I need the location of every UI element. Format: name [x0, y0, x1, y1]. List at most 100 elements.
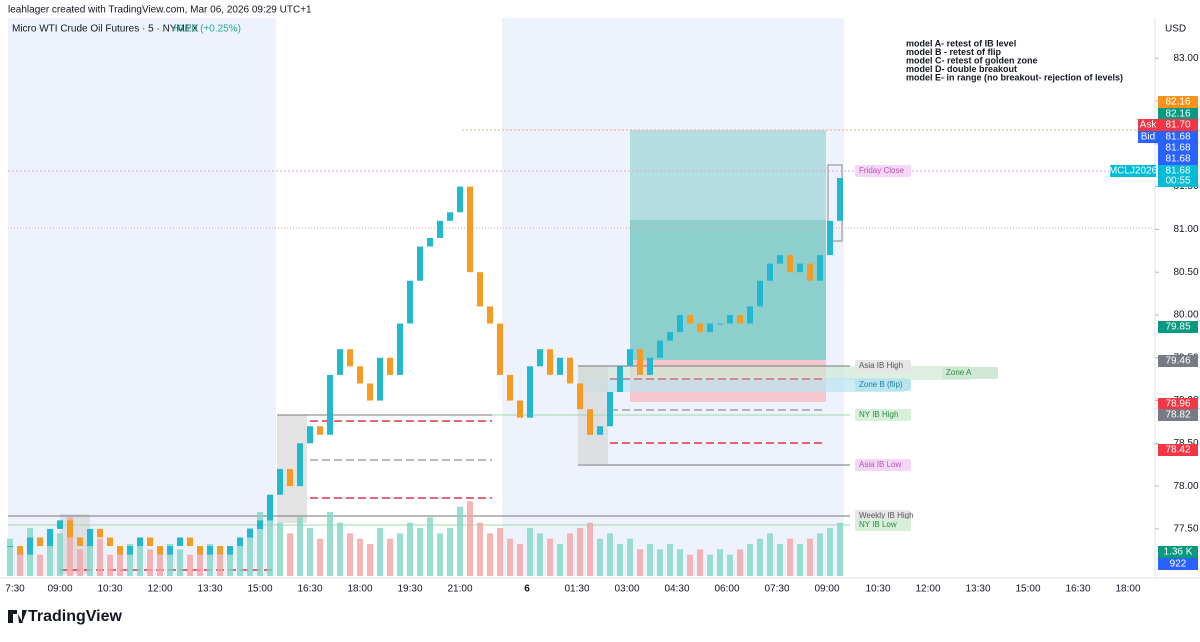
price-tag: 78.96 — [1165, 399, 1190, 410]
x-tick-label: 15:00 — [247, 584, 272, 595]
volume-bar — [477, 522, 483, 576]
candle — [607, 391, 613, 427]
candle — [517, 400, 523, 418]
x-tick-label: 01:30 — [564, 584, 589, 595]
candle — [817, 255, 823, 281]
volume-bar — [667, 544, 673, 576]
volume-bar — [267, 506, 273, 576]
volume-bar — [367, 544, 373, 576]
candle — [657, 340, 663, 358]
price-tag-bg — [1158, 546, 1198, 558]
x-tick-label: 09:00 — [814, 584, 839, 595]
candle — [187, 537, 193, 547]
candle — [367, 383, 373, 401]
brand: TradingView — [28, 608, 123, 625]
candle — [337, 349, 343, 375]
volume-bar — [277, 522, 283, 576]
x-tick-label: 10:30 — [865, 584, 890, 595]
volume-bar — [337, 522, 343, 576]
price-tag-bg — [1158, 131, 1198, 143]
candle — [647, 357, 653, 375]
candle — [637, 349, 643, 375]
volume-bar — [637, 549, 643, 576]
candle — [127, 546, 133, 555]
candle — [737, 314, 743, 324]
volume-bar — [587, 522, 593, 576]
level-label: Asia IB High — [859, 361, 903, 370]
volume-bar — [87, 544, 93, 576]
candle — [217, 546, 223, 555]
candle — [147, 537, 153, 547]
level-label-bg — [855, 459, 911, 471]
x-tick-label: 10:30 — [97, 584, 122, 595]
note: model E- in range (no breakout- rejectio… — [906, 72, 1123, 82]
volume-bar — [307, 528, 313, 576]
price-tag-bg — [1158, 355, 1198, 367]
candle — [727, 314, 733, 324]
level-label-bg — [855, 165, 911, 177]
candle — [297, 443, 303, 487]
candle — [117, 546, 123, 555]
x-tick-label: 21:00 — [447, 584, 472, 595]
y-tick-label: 81.00 — [1173, 224, 1198, 235]
volume-bar — [777, 544, 783, 576]
volume-bar — [447, 528, 453, 576]
volume-bar — [707, 554, 713, 576]
volume-bar — [517, 544, 523, 576]
price-tag-bg — [1158, 321, 1198, 333]
candle — [7, 546, 13, 548]
volume-bar — [737, 549, 743, 576]
note: model B - retest of flip — [906, 47, 1002, 57]
candle — [317, 426, 323, 435]
price-tag-bg — [1138, 119, 1158, 131]
price-tag-bg — [1158, 558, 1198, 570]
candle — [617, 366, 623, 392]
x-tick-label: 07:30 — [764, 584, 789, 595]
level-label: Zone B (flip) — [859, 380, 903, 389]
price-tag-bg — [1110, 165, 1156, 177]
volume-bar — [797, 544, 803, 576]
candle — [597, 426, 603, 435]
candle — [837, 178, 843, 221]
candle — [197, 546, 203, 555]
candle — [157, 546, 163, 555]
session-shade — [8, 18, 276, 576]
price-tag: 78.42 — [1165, 445, 1190, 456]
candle — [87, 528, 93, 547]
candle — [767, 263, 773, 281]
volume-bar — [717, 549, 723, 576]
candle — [27, 537, 33, 555]
volume-bar — [527, 528, 533, 576]
chart-title: Micro WTI Crude Oil Futures · 5 · NYMEX — [12, 24, 198, 35]
volume-bar — [217, 554, 223, 576]
volume-bar — [37, 554, 43, 576]
volume-bar — [487, 533, 493, 576]
candle — [397, 323, 403, 375]
x-tick-label: 09:00 — [47, 584, 72, 595]
volume-bar — [237, 538, 243, 576]
volume-bar — [697, 549, 703, 576]
level-label: Asia IB Low — [859, 460, 901, 469]
volume-bar — [647, 544, 653, 576]
volume-bar — [577, 528, 583, 576]
candle — [237, 537, 243, 547]
volume-bar — [257, 512, 263, 576]
price-tag: 922 — [1170, 559, 1187, 570]
volume-bar — [617, 544, 623, 576]
target-zone — [630, 220, 826, 360]
volume-bar — [837, 522, 843, 576]
volume-bar — [187, 554, 193, 576]
price-tag-bg — [1158, 96, 1198, 108]
volume-bar — [317, 538, 323, 576]
price-tag-bg — [1158, 142, 1198, 154]
volume-bar — [677, 549, 683, 576]
volume-bar — [557, 544, 563, 576]
candle — [507, 374, 513, 401]
candle — [307, 426, 313, 444]
volume-bar — [417, 528, 423, 576]
series — [7, 178, 843, 576]
y-tick-label: 78.50 — [1173, 438, 1198, 449]
price-tag: 00:55 — [1165, 176, 1190, 187]
price-tag: MCLJ2026 — [1109, 166, 1158, 177]
